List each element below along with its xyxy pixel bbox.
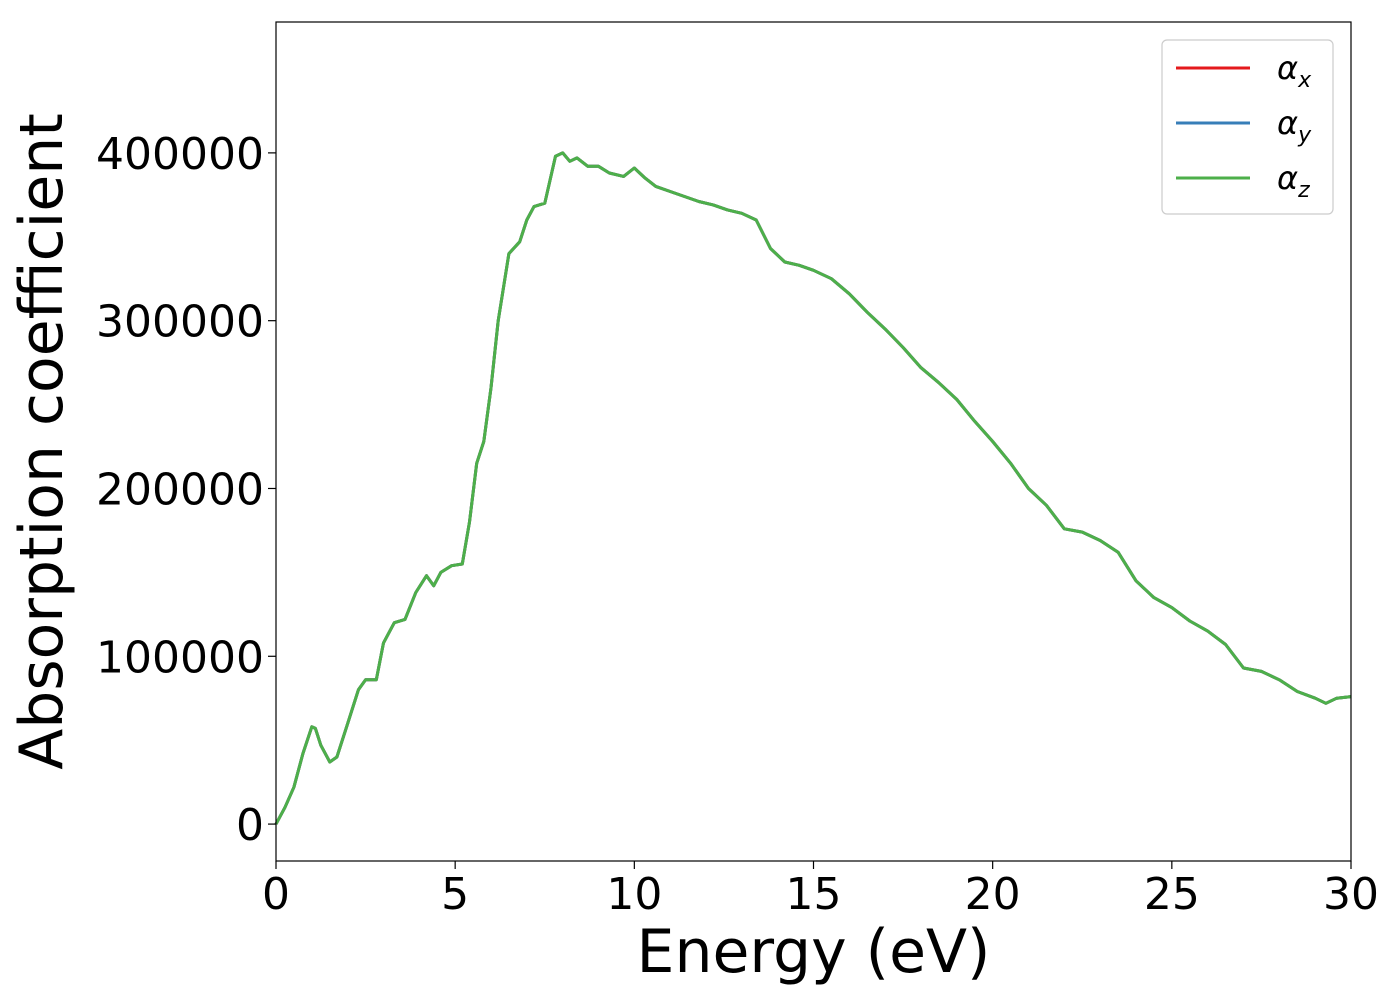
y-tick-label: 400000	[96, 129, 264, 180]
y-tick-label: 300000	[96, 297, 264, 348]
x-tick-label: 5	[441, 869, 469, 920]
series-line-z	[274, 151, 1352, 825]
series-line-y	[274, 151, 1352, 825]
x-tick-label: 0	[262, 869, 290, 920]
legend-label-z: αz	[1277, 159, 1310, 203]
legend-label-y: αy	[1277, 104, 1312, 148]
legend: αx αy αz	[1161, 39, 1334, 215]
x-tick-label: 15	[786, 869, 842, 920]
series-line-x	[274, 151, 1352, 825]
series-layer	[274, 151, 1352, 825]
x-tick-label: 20	[965, 869, 1021, 920]
y-tick-label: 100000	[96, 632, 264, 683]
ticks-layer: 0 5 10 15 20 25 30 0 100000 200000 300000 400000	[96, 129, 1379, 920]
legend-label-x: αx	[1277, 49, 1312, 93]
y-axis-label: Absorption coefficient	[7, 113, 77, 770]
x-tick-label: 25	[1144, 869, 1200, 920]
x-tick-label: 30	[1323, 869, 1379, 920]
x-tick-label: 10	[606, 869, 662, 920]
y-tick-label: 200000	[96, 464, 264, 515]
y-tick-label: 0	[236, 800, 264, 851]
x-axis-label: Energy (eV)	[637, 917, 991, 987]
legend-frame	[1161, 39, 1334, 215]
